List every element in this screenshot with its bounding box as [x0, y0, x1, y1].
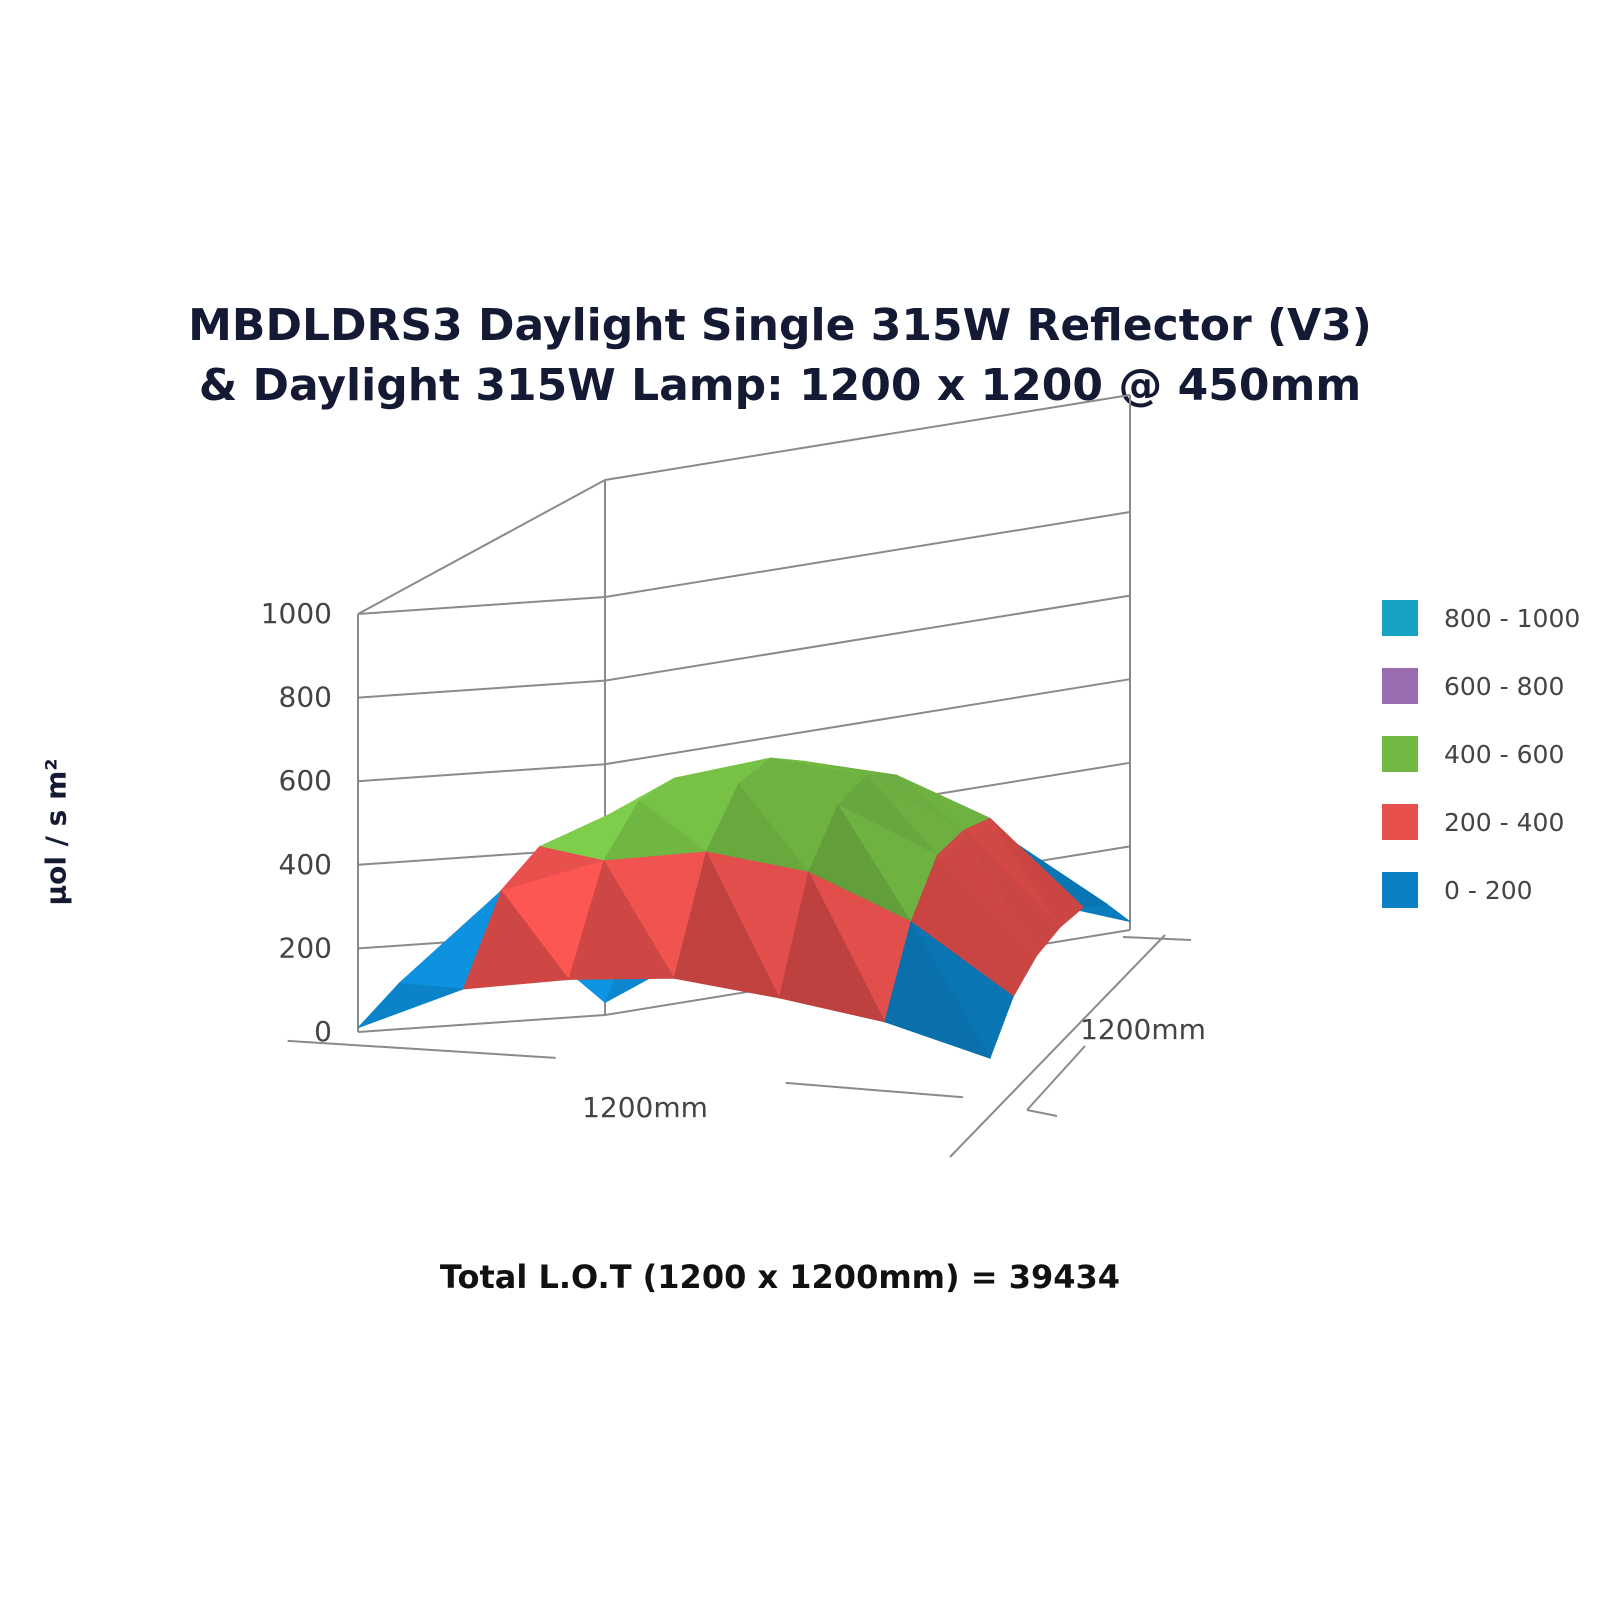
chart-title-line-2: & Daylight 315W Lamp: 1200 x 1200 @ 450m… [198, 360, 1362, 411]
legend-swatch [1382, 872, 1418, 908]
surface-facet [884, 920, 991, 1060]
plot-axes: 0 200 400 600 800 1000 1200mm 1200mm [261, 597, 1206, 1158]
left-wall-top-edge [357, 479, 606, 615]
legend-item: 400 - 600 [1382, 736, 1600, 772]
z-axis-label: µol / s m² [39, 758, 73, 906]
chart-title-line-1: MBDLDRS3 Daylight Single 315W Reflector … [188, 300, 1372, 351]
legend-item: 0 - 200 [1382, 872, 1600, 908]
y-axis-line-lower [1026, 1045, 1086, 1111]
y-axis-tick-top [1122, 936, 1192, 941]
y-axis-tick-bottom [1026, 1109, 1058, 1117]
x-axis-line-left [287, 1039, 556, 1059]
plot-walls [357, 393, 1131, 1032]
legend-item: 200 - 400 [1382, 804, 1600, 840]
surface-facet [778, 871, 886, 1023]
legend-item: 800 - 1000 [1382, 600, 1600, 636]
legend-swatch [1382, 804, 1418, 840]
legend-swatch [1382, 736, 1418, 772]
legend-item: 600 - 800 [1382, 668, 1600, 704]
legend-swatch [1382, 668, 1418, 704]
surface-facet [462, 889, 570, 990]
x-axis-line-right [785, 1081, 964, 1099]
legend-label: 400 - 600 [1444, 739, 1565, 769]
surface-facet [568, 859, 675, 980]
legend-label: 800 - 1000 [1444, 603, 1581, 633]
z-tick-label: 400 [279, 848, 332, 881]
z-tick-label: 800 [279, 681, 332, 714]
z-tick-label: 0 [314, 1015, 332, 1048]
z-gridline [357, 511, 1131, 615]
y-axis-tick-left [949, 934, 1166, 1158]
surface-facet [357, 982, 464, 1029]
z-tick-label: 1000 [261, 597, 332, 630]
back-wall-top-edge [604, 393, 1131, 481]
total-lot-label: Total L.O.T (1200 x 1200mm) = 39434 [439, 1258, 1121, 1296]
z-gridline [357, 594, 1131, 699]
z-gridline [357, 678, 1131, 783]
x-axis-label: 1200mm [582, 1091, 708, 1124]
chart-title: MBDLDRS3 Daylight Single 315W Reflector … [0, 296, 1560, 416]
legend-swatch [1382, 600, 1418, 636]
z-tick-label: 200 [279, 931, 332, 964]
surface-mesh [357, 757, 1131, 1060]
surface-facet [673, 850, 781, 999]
z-tick-label: 600 [279, 764, 332, 797]
y-axis-label: 1200mm [1080, 1013, 1206, 1046]
legend-label: 200 - 400 [1444, 807, 1565, 837]
legend-label: 0 - 200 [1444, 875, 1533, 905]
legend-label: 600 - 800 [1444, 671, 1565, 701]
legend: 800 - 1000 600 - 800 400 - 600 200 - 400 0 -… [1382, 600, 1600, 940]
